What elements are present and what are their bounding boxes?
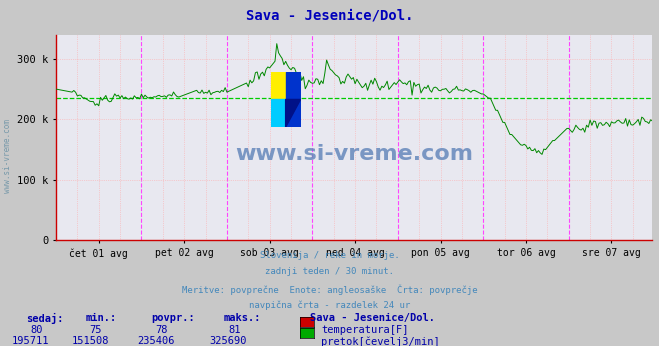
Text: 151508: 151508 [71,336,109,346]
Text: 81: 81 [228,325,241,335]
Text: sedaj:: sedaj: [26,313,64,324]
Polygon shape [285,99,301,127]
Text: povpr.:: povpr.: [152,313,195,323]
Text: 195711: 195711 [12,336,49,346]
Bar [271,99,285,127]
Text: www.si-vreme.com: www.si-vreme.com [235,144,473,164]
Text: 325690: 325690 [210,336,247,346]
Text: 78: 78 [156,325,168,335]
Text: maks.:: maks.: [224,313,262,323]
Bar [285,72,301,127]
Text: 235406: 235406 [137,336,175,346]
Text: pretok[čevelj3/min]: pretok[čevelj3/min] [321,336,440,346]
Text: navpična črta - razdelek 24 ur: navpična črta - razdelek 24 ur [249,301,410,310]
Text: temperatura[F]: temperatura[F] [321,325,409,335]
Bar [271,72,285,99]
Text: min.:: min.: [86,313,117,323]
Text: Meritve: povprečne  Enote: angleosaške  Črta: povprečje: Meritve: povprečne Enote: angleosaške Čr… [182,284,477,294]
Text: Sava - Jesenice/Dol.: Sava - Jesenice/Dol. [310,313,435,323]
Text: www.si-vreme.com: www.si-vreme.com [3,119,13,193]
Text: 80: 80 [30,325,43,335]
Text: Slovenija / reke in morje.: Slovenija / reke in morje. [260,251,399,260]
Text: 75: 75 [90,325,102,335]
Text: Sava - Jesenice/Dol.: Sava - Jesenice/Dol. [246,9,413,22]
Text: zadnji teden / 30 minut.: zadnji teden / 30 minut. [265,267,394,276]
